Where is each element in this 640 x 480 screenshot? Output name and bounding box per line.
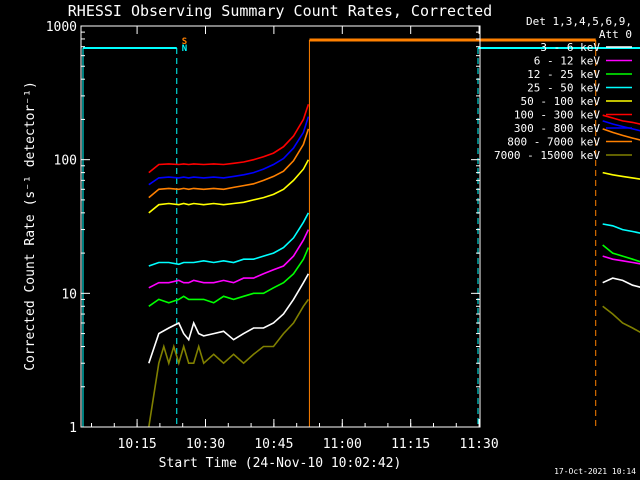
series-line-2 bbox=[148, 244, 640, 307]
y-tick-label: 1 bbox=[69, 421, 77, 436]
series-line-3 bbox=[148, 212, 640, 267]
plot-frame bbox=[80, 25, 481, 428]
legend-label: 50 - 100 keV bbox=[521, 95, 601, 108]
chart-title: RHESSI Observing Summary Count Rates, Co… bbox=[68, 2, 492, 20]
series-line-1 bbox=[148, 229, 640, 289]
legend-header: Det 1,3,4,5,6,9, bbox=[526, 15, 632, 28]
x-tick-label: 10:30 bbox=[186, 437, 225, 452]
plot-area: SN bbox=[82, 37, 640, 428]
x-tick-label: 11:00 bbox=[323, 437, 362, 452]
series-line-7 bbox=[148, 128, 640, 199]
legend-header: Att 0 bbox=[599, 28, 632, 41]
x-tick-label: 11:15 bbox=[391, 437, 430, 452]
y-tick-label: 1000 bbox=[46, 20, 77, 35]
series-line-5 bbox=[148, 103, 640, 174]
y-axis-title: Corrected Count Rate (s⁻¹ detector⁻¹) bbox=[23, 81, 38, 371]
flag-s: S bbox=[182, 37, 187, 47]
legend-label: 800 - 7000 keV bbox=[507, 136, 600, 149]
legend-label: 300 - 800 keV bbox=[514, 122, 600, 135]
x-axis: 10:15 10:30 10:45 11:00 11:15 11:30 bbox=[90, 26, 499, 452]
legend-label: 25 - 50 keV bbox=[527, 82, 600, 95]
series-line-8 bbox=[148, 298, 640, 428]
flag-n: N bbox=[182, 44, 187, 54]
legend-label: 3 - 6 keV bbox=[540, 41, 600, 54]
y-tick-label: 100 bbox=[54, 154, 77, 169]
legend-label: 100 - 300 keV bbox=[514, 109, 600, 122]
generation-timestamp: 17-Oct-2021 10:14 bbox=[554, 467, 636, 476]
legend-label: 6 - 12 keV bbox=[534, 55, 601, 68]
series-line-4 bbox=[148, 159, 640, 214]
series-line-0 bbox=[148, 273, 640, 364]
y-tick-label: 10 bbox=[61, 287, 77, 302]
legend-label: 12 - 25 keV bbox=[527, 68, 600, 81]
x-axis-title: Start Time (24-Nov-10 10:02:42) bbox=[159, 456, 402, 471]
x-tick-label: 11:30 bbox=[460, 437, 499, 452]
x-tick-label: 10:45 bbox=[254, 437, 293, 452]
y-axis: 1 10 100 1000 bbox=[46, 20, 480, 436]
x-tick-label: 10:15 bbox=[118, 437, 157, 452]
series-line-6 bbox=[148, 116, 640, 186]
legend-label: 7000 - 15000 keV bbox=[494, 149, 600, 162]
